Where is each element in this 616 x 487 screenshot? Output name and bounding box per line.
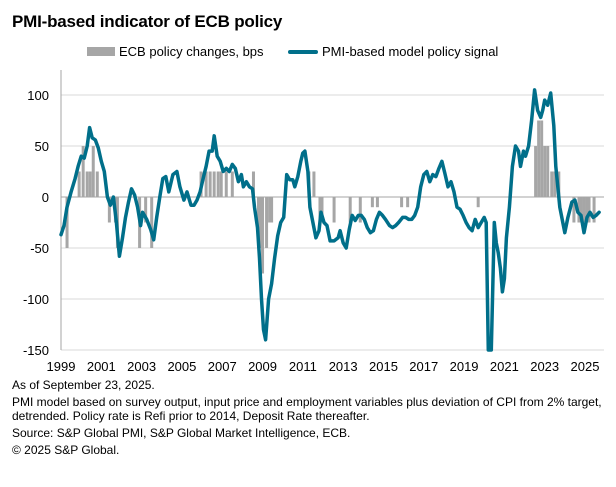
x-tick-label: 2017 (409, 359, 438, 374)
chart-svg: 100 50 0 -50 -100 -150 1999 2001 2003 2005 2007 20… (23, 70, 604, 374)
bar (312, 171, 316, 197)
x-tick-label: 2025 (571, 359, 600, 374)
bar (91, 146, 95, 197)
x-tick-label: 2005 (167, 359, 196, 374)
y-axis: 100 50 0 -50 -100 -150 (23, 70, 62, 358)
bar (224, 171, 228, 197)
bar (332, 197, 336, 223)
bar (230, 171, 234, 197)
bar (534, 146, 538, 197)
bar (400, 197, 404, 208)
x-tick-label: 2009 (248, 359, 277, 374)
bar (543, 146, 547, 197)
x-tick-label: 2003 (127, 359, 156, 374)
chart-footer: As of September 23, 2025. PMI model base… (12, 378, 608, 460)
bar (219, 171, 223, 197)
chart-title: PMI-based indicator of ECB policy (12, 12, 283, 31)
y-tick-label: 0 (42, 190, 49, 205)
legend-item-line: PMI-based model policy signal (288, 44, 498, 59)
y-tick-label: 50 (35, 139, 49, 154)
source-note: Source: S&P Global PMI, S&P Global Marke… (12, 426, 351, 440)
bar (95, 171, 99, 197)
bar (537, 120, 541, 197)
bar (251, 171, 255, 197)
bar (587, 197, 591, 223)
x-tick-label: 1999 (47, 359, 76, 374)
bar (592, 197, 596, 223)
bar (212, 171, 216, 197)
legend-item-bars: ECB policy changes, bps (87, 44, 264, 59)
bar (358, 197, 362, 223)
x-tick-label: 2021 (490, 359, 519, 374)
bar (550, 171, 554, 197)
bar (107, 197, 111, 223)
bar (88, 171, 92, 197)
bar (579, 197, 583, 223)
bar (572, 197, 576, 223)
x-tick-label: 2007 (208, 359, 237, 374)
bar (77, 171, 81, 197)
bar (150, 197, 154, 248)
bar (216, 171, 220, 197)
legend-bars-label: ECB policy changes, bps (119, 44, 264, 59)
chart-legend: ECB policy changes, bps PMI-based model … (0, 44, 616, 64)
bar (318, 197, 322, 223)
bar (208, 171, 212, 197)
x-tick-label: 2023 (530, 359, 559, 374)
y-tick-label: -150 (23, 343, 49, 358)
y-tick-label: -100 (23, 292, 49, 307)
bar (553, 171, 557, 197)
bar (476, 197, 480, 208)
bar (204, 171, 208, 197)
signal-line (59, 88, 601, 352)
as-of-note: As of September 23, 2025. (12, 378, 155, 392)
x-tick-label: 2001 (87, 359, 116, 374)
bar-series (61, 120, 604, 274)
bar (320, 197, 324, 223)
methodology-note: PMI model based on survey output, input … (12, 395, 602, 423)
bar (85, 171, 89, 197)
legend-line-label: PMI-based model policy signal (322, 44, 499, 59)
line-series (59, 88, 601, 352)
bar (406, 197, 410, 208)
copyright-note: © 2025 S&P Global. (12, 443, 120, 457)
bar (546, 146, 550, 197)
bar (270, 197, 274, 223)
bar (540, 120, 544, 197)
x-tick-label: 2019 (450, 359, 479, 374)
bar (144, 197, 148, 223)
x-tick-label: 2015 (369, 359, 398, 374)
bar (370, 197, 374, 208)
bar (268, 197, 272, 223)
y-tick-label: 100 (27, 88, 49, 103)
legend-bar-swatch (87, 47, 115, 56)
legend-line-swatch (288, 49, 318, 54)
x-tick-label: 2011 (289, 359, 317, 374)
bar (585, 197, 589, 223)
bar (81, 146, 85, 197)
bar (375, 197, 379, 208)
y-tick-label: -50 (30, 241, 49, 256)
bar (259, 197, 263, 248)
x-tick-label: 2013 (329, 359, 358, 374)
bar (65, 197, 69, 248)
bar (261, 197, 265, 274)
bar (582, 197, 586, 223)
bar (265, 197, 269, 248)
bar (348, 197, 352, 223)
x-axis: 1999 2001 2003 2005 2007 2009 2011 2013 2015 2017… (47, 359, 600, 374)
